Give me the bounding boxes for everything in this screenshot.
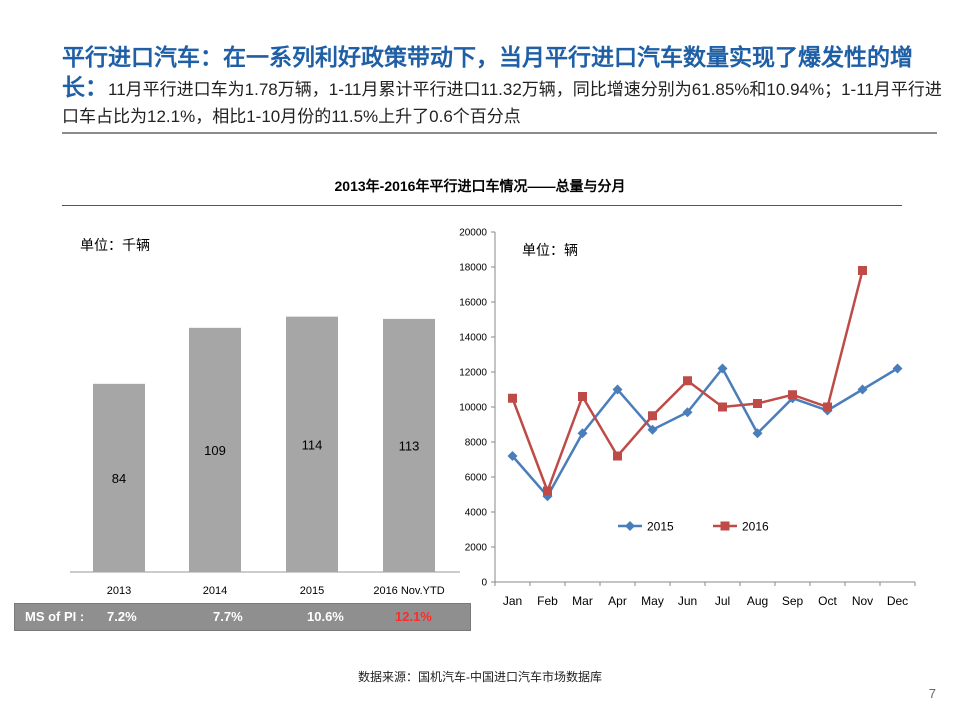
bar-category-label: 2013	[107, 585, 131, 597]
line-unit-label: 单位：辆	[522, 242, 578, 258]
headline-bold: 平行进口汽车：在一系列利好政策带动下，当月平行进口汽车数量实现了爆发性的增长：	[62, 44, 913, 100]
data-source: 数据来源：国机汽车-中国进口汽车市场数据库	[358, 670, 602, 684]
point-2016	[613, 451, 622, 461]
y-tick-label: 12000	[459, 368, 487, 379]
x-tick-label: Apr	[608, 594, 627, 608]
bar-value-label: 109	[204, 443, 226, 458]
y-tick-label: 0	[481, 578, 487, 589]
page-number: 7	[928, 686, 936, 701]
legend-label-2016: 2016	[742, 520, 769, 534]
point-2016	[508, 393, 517, 403]
monthly-line-chart: 单位：辆 0 2000 4000 6000 8000 10000 12000 14000 160…	[459, 228, 916, 608]
y-tick-label: 10000	[459, 403, 487, 414]
point-2015	[892, 363, 903, 374]
y-tick-label: 8000	[465, 438, 488, 449]
x-tick-label: Oct	[818, 594, 837, 608]
x-tick-label: Jun	[678, 594, 697, 608]
ms-value-2013: 7.2%	[107, 609, 137, 624]
x-tick-label: Jan	[503, 594, 522, 608]
ms-label: MS of PI :	[25, 609, 85, 624]
point-2016	[858, 266, 867, 275]
chart-title: 2013年-2016年平行进口车情况——总量与分月	[334, 178, 626, 194]
y-tick-label: 20000	[459, 228, 487, 239]
point-2015	[752, 428, 763, 439]
point-2015	[682, 407, 693, 418]
legend-label-2015: 2015	[647, 520, 674, 534]
market-share-row: MS of PI : 7.2% 7.7% 10.6% 12.1%	[14, 603, 471, 631]
y-tick-label: 18000	[459, 263, 487, 274]
point-2015	[612, 384, 623, 395]
legend-marker-2015	[625, 521, 635, 531]
bar-2016	[383, 318, 435, 572]
x-tick-label: Jul	[715, 594, 730, 608]
x-tick-label: Dec	[887, 594, 908, 608]
x-tick-label: Mar	[572, 594, 593, 608]
chart-title-divider	[62, 205, 902, 206]
y-tick-label: 14000	[459, 333, 487, 344]
headline-detail: 11月平行进口车为1.78万辆，1-11月累计平行进口11.32万辆，同比增速分…	[62, 80, 942, 126]
ms-value-2014: 7.7%	[213, 609, 243, 624]
bar-2013	[93, 383, 145, 572]
x-tick-label: Nov	[852, 594, 873, 608]
legend-marker-2016	[720, 521, 730, 531]
ms-value-2015: 10.6%	[307, 609, 344, 624]
y-tick-label: 16000	[459, 298, 487, 309]
point-2016	[683, 376, 692, 386]
x-tick-label: Feb	[537, 594, 558, 608]
headline: 平行进口汽车：在一系列利好政策带动下，当月平行进口汽车数量实现了爆发性的增长：1…	[62, 44, 942, 131]
x-tick-label: Aug	[747, 594, 768, 608]
point-2015	[717, 363, 728, 374]
ms-value-2016: 12.1%	[395, 609, 432, 624]
y-tick-label: 2000	[465, 543, 488, 554]
bar-value-label: 84	[112, 471, 126, 486]
point-2016	[578, 392, 587, 401]
bar-unit-label: 单位：千辆	[80, 237, 150, 253]
bar-category-label: 2016 Nov.YTD	[373, 585, 444, 597]
point-2016	[753, 399, 762, 408]
point-2015	[577, 428, 588, 439]
y-tick-label: 6000	[465, 473, 488, 484]
series-line-2015	[511, 366, 899, 499]
annual-bar-chart: 单位：千辆 84 2013 109 2014 114 2015 113 2016 Nov.YT…	[70, 237, 460, 597]
x-tick-label: May	[641, 594, 664, 608]
point-2016	[718, 402, 727, 412]
point-2016	[823, 402, 832, 412]
point-2015	[507, 451, 518, 461]
point-2016	[788, 390, 797, 400]
bar-value-label: 114	[302, 437, 323, 452]
bar-category-label: 2014	[203, 585, 227, 597]
bar-category-label: 2015	[300, 585, 324, 597]
point-2015	[857, 384, 868, 395]
bar-2015	[286, 316, 338, 572]
x-tick-label: Sep	[782, 594, 804, 608]
bar-value-label: 113	[399, 438, 420, 453]
bar-2014	[189, 327, 241, 572]
point-2016	[543, 486, 552, 496]
point-2015	[647, 424, 658, 435]
point-2016	[648, 411, 657, 421]
headline-divider	[62, 132, 937, 134]
y-tick-label: 4000	[465, 508, 488, 519]
